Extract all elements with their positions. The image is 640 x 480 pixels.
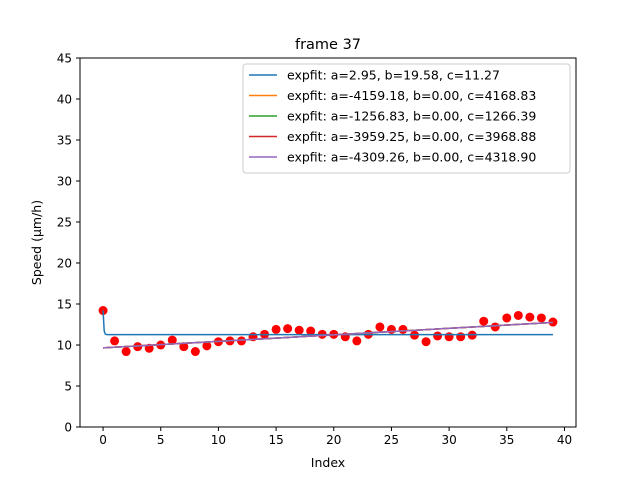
- data-point: [479, 316, 489, 326]
- y-axis-label: Speed (μm/h): [29, 200, 44, 285]
- data-point: [110, 336, 120, 346]
- x-tick-label: 40: [557, 433, 572, 447]
- x-tick-label: 5: [157, 433, 165, 447]
- legend-label: expfit: a=-1256.83, b=0.00, c=1266.39: [287, 109, 536, 124]
- legend-box: [242, 63, 571, 174]
- x-tick-label: 35: [499, 433, 514, 447]
- y-tick-label: 45: [57, 52, 72, 66]
- y-tick-label: 10: [57, 339, 72, 353]
- data-point: [513, 310, 523, 320]
- fit-line-5: [103, 321, 553, 349]
- x-tick-label: 15: [268, 433, 283, 447]
- y-tick-label: 40: [57, 93, 72, 107]
- data-point: [386, 324, 396, 334]
- y-tick-label: 20: [57, 257, 72, 271]
- data-point: [202, 341, 212, 351]
- data-point: [271, 324, 281, 334]
- data-point: [433, 331, 443, 341]
- data-point: [167, 335, 177, 345]
- legend-label: expfit: a=-4159.18, b=0.00, c=4168.83: [287, 88, 536, 103]
- x-tick-label: 25: [384, 433, 399, 447]
- y-tick-label: 30: [57, 175, 72, 189]
- chart-title: frame 37: [295, 37, 361, 53]
- data-point: [283, 324, 293, 334]
- data-point: [179, 342, 189, 352]
- y-tick-label: 5: [64, 380, 72, 394]
- data-point: [352, 336, 362, 346]
- data-point: [306, 326, 316, 336]
- data-point: [444, 332, 454, 342]
- data-point: [456, 332, 466, 342]
- legend-label: expfit: a=-4309.26, b=0.00, c=4318.90: [287, 150, 536, 165]
- data-point: [536, 313, 546, 323]
- x-tick-label: 30: [441, 433, 456, 447]
- data-point: [121, 347, 131, 357]
- data-point: [190, 347, 200, 357]
- legend: expfit: a=2.95, b=19.58, c=11.27 expfit: …: [242, 63, 571, 174]
- x-tick-label: 20: [326, 433, 341, 447]
- data-point: [421, 337, 431, 347]
- legend-label: expfit: a=-3959.25, b=0.00, c=3968.88: [287, 129, 536, 144]
- y-tick-label: 15: [57, 298, 72, 312]
- x-axis-label: Index: [311, 455, 345, 470]
- y-tick-label: 25: [57, 216, 72, 230]
- legend-label: expfit: a=2.95, b=19.58, c=11.27: [287, 68, 500, 83]
- data-point: [236, 336, 246, 346]
- data-point: [525, 312, 535, 322]
- x-tick-label: 10: [211, 433, 226, 447]
- x-tick-label: 0: [99, 433, 107, 447]
- data-point: [398, 324, 408, 334]
- plot-frame: [79, 57, 577, 428]
- y-tick-label: 35: [57, 134, 72, 148]
- data-point: [502, 313, 512, 323]
- y-tick-label: 0: [64, 421, 72, 435]
- data-point: [375, 322, 385, 332]
- data-point: [548, 317, 558, 327]
- data-point: [490, 322, 500, 332]
- data-point: [294, 325, 304, 335]
